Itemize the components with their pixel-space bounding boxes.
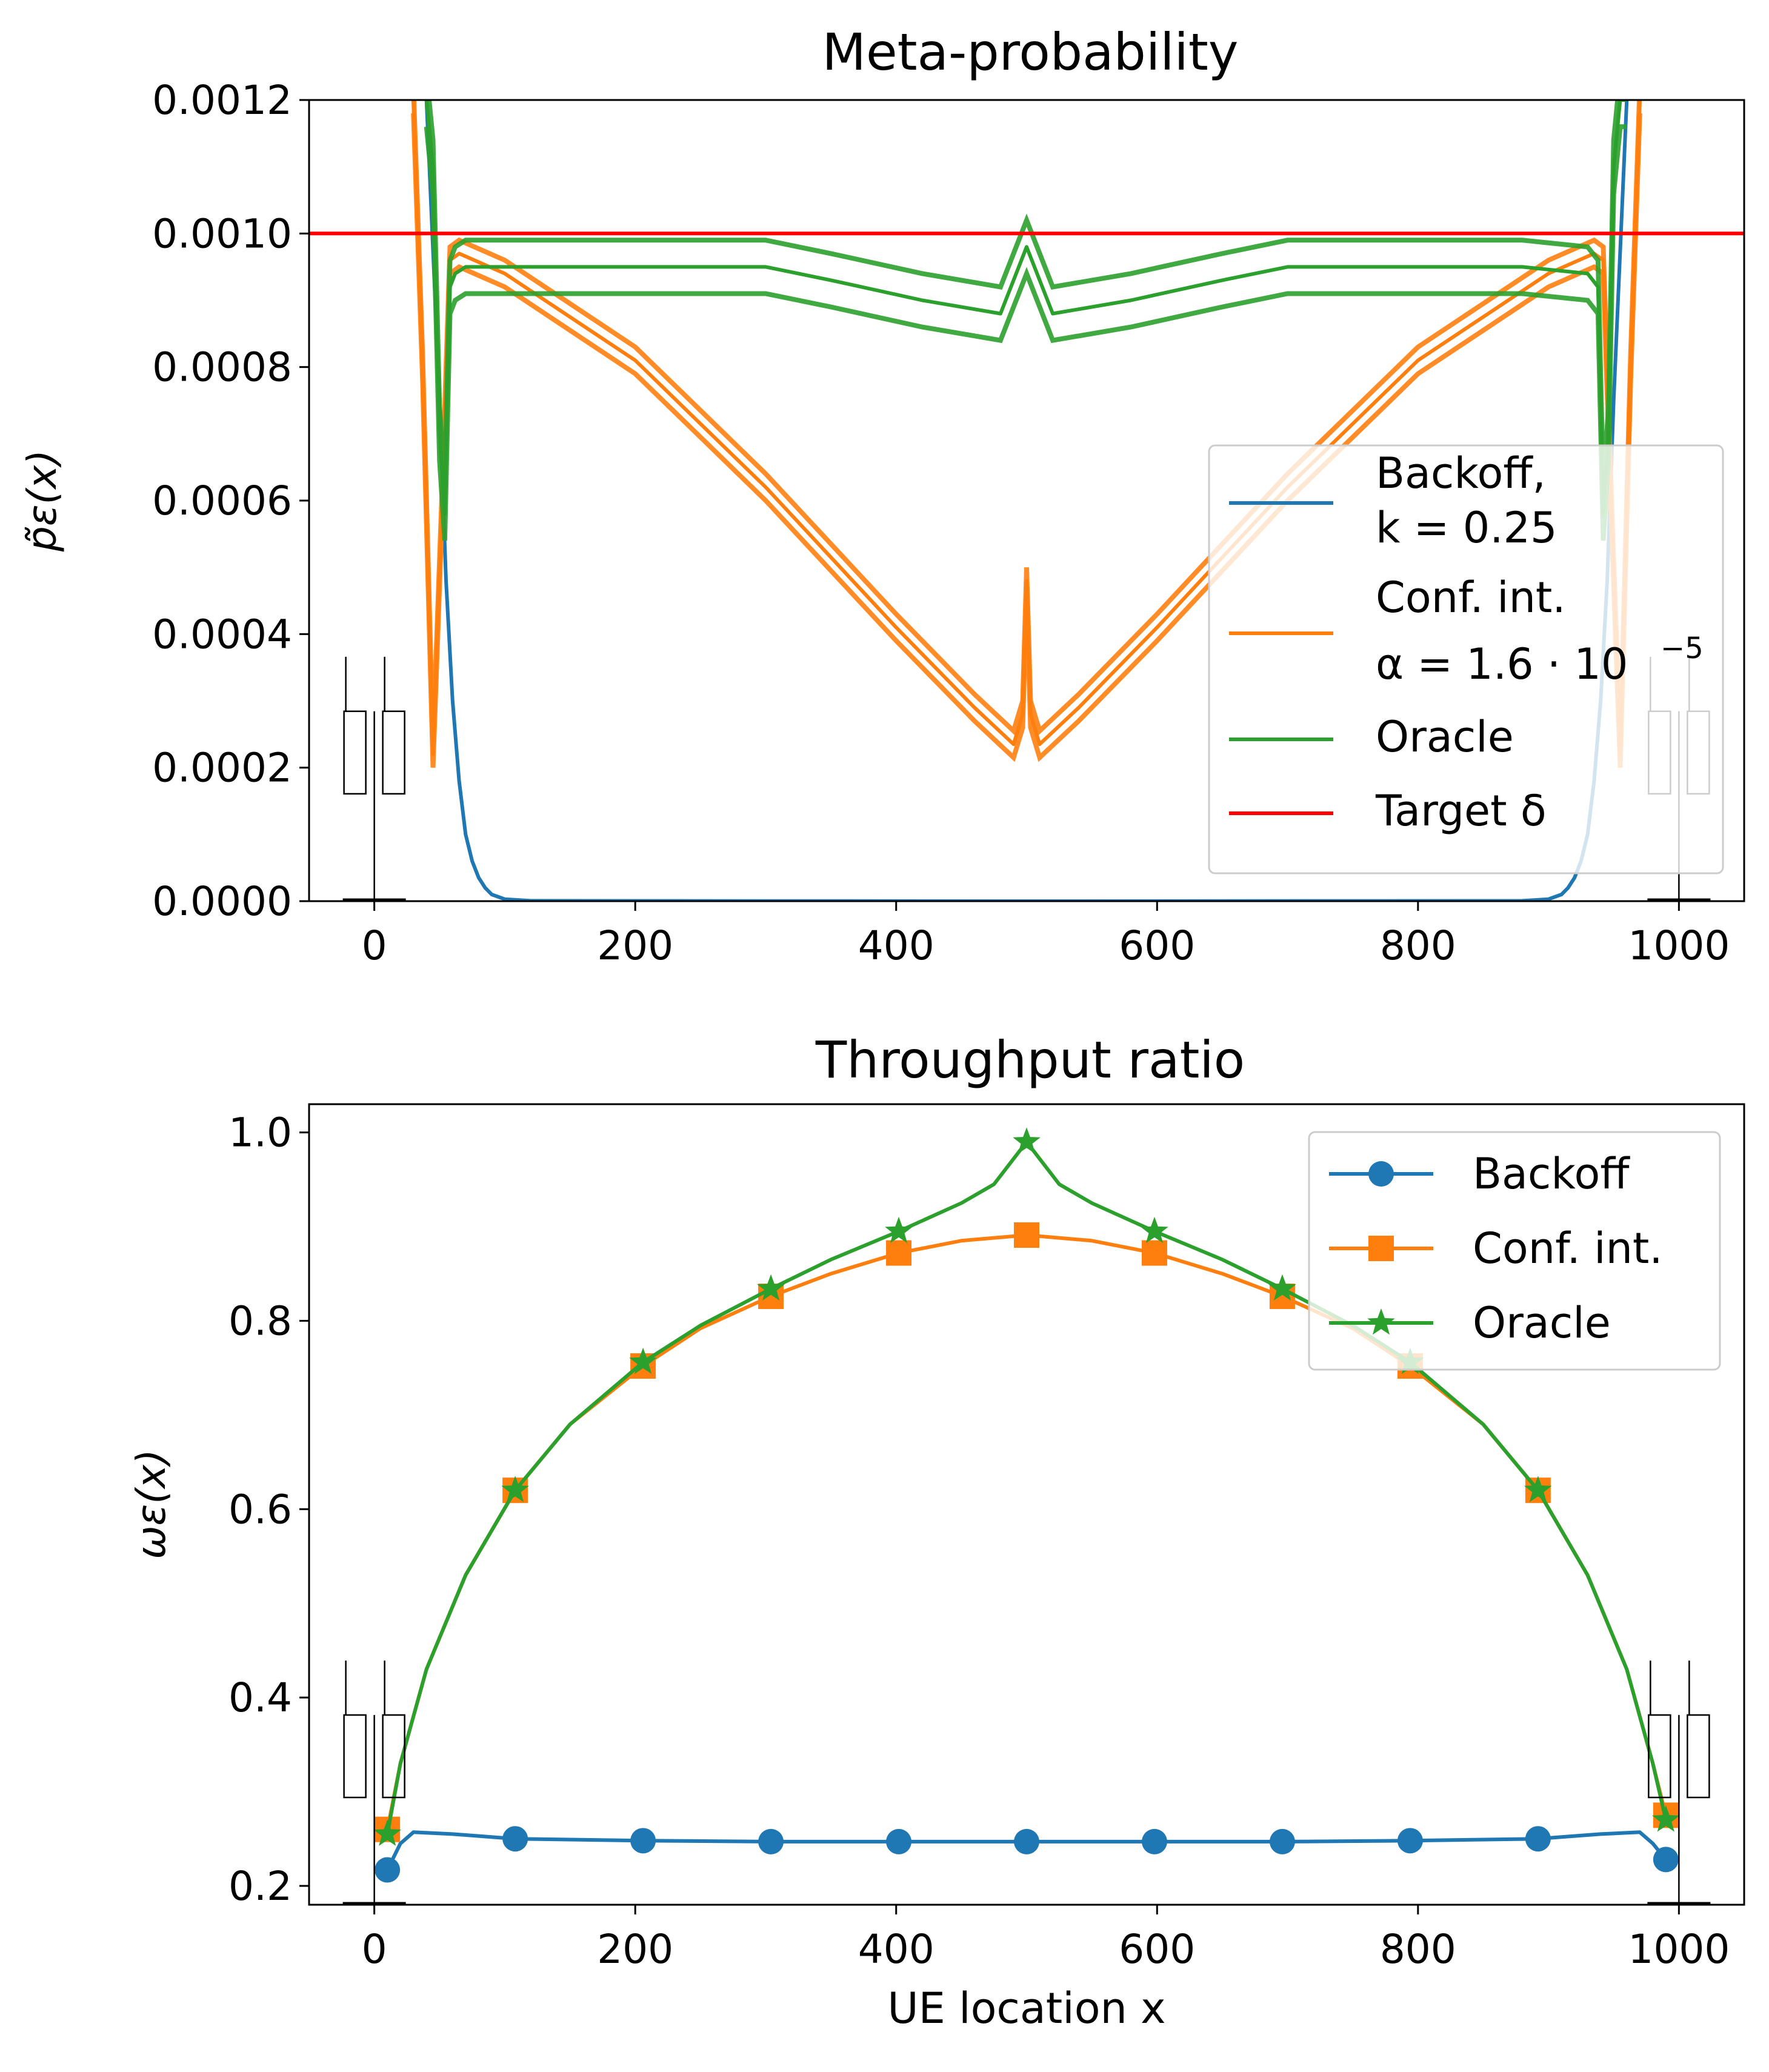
data-point <box>1653 1847 1679 1873</box>
legend-label: α = 1.6 · 10 <box>1376 639 1628 689</box>
legend-frame <box>1308 1131 1721 1371</box>
data-point <box>886 1240 912 1266</box>
y-tick-label: 0.6 <box>228 1486 292 1533</box>
y-tick-label: 0.0012 <box>152 77 292 124</box>
legend: Backoff Conf. int. Oracle <box>1308 1131 1721 1371</box>
y-axis-label: ωε(x) <box>128 1449 175 1559</box>
data-point <box>1014 1222 1039 1248</box>
data-point <box>758 1828 784 1854</box>
chart-title: Throughput ratio <box>815 1030 1245 1090</box>
legend-frame <box>1208 444 1724 874</box>
data-point <box>886 1828 912 1854</box>
x-tick-label: 600 <box>1119 922 1195 969</box>
legend-marker <box>1368 1236 1394 1261</box>
data-point <box>1652 1805 1680 1832</box>
legend-label: Conf. int. <box>1473 1224 1663 1273</box>
x-tick-label: 400 <box>858 1926 934 1973</box>
data-point <box>1268 1274 1296 1301</box>
x-tick-label: 800 <box>1380 1926 1456 1973</box>
x-tick-label: 400 <box>858 922 934 969</box>
data-point <box>501 1476 529 1502</box>
x-tick-label: 800 <box>1380 922 1456 969</box>
data-point <box>630 1828 656 1854</box>
boxplot-box <box>1648 1714 1671 1799</box>
boxplot-box <box>343 710 367 795</box>
x-tick-label: 200 <box>597 922 673 969</box>
data-point <box>1141 1240 1167 1266</box>
y-tick-label: 0.0000 <box>152 878 292 925</box>
data-point <box>885 1216 913 1244</box>
meta-probability-plot-area: 0 200 400 600 800 1000 0.0000 0.0002 0.0004 0.000… <box>19 77 1745 969</box>
data-point <box>1525 1826 1551 1852</box>
y-tick-label: 0.0010 <box>152 210 292 257</box>
x-tick-label: 600 <box>1119 1926 1195 1973</box>
series-band-upper <box>427 100 1621 488</box>
x-tick-label: 0 <box>362 1926 387 1973</box>
y-tick-label: 0.2 <box>228 1863 292 1910</box>
series-band-upper <box>411 100 1642 741</box>
throughput-ratio-panel: Throughput ratio 0 200 400 600 800 1000 0.2 0.4… <box>128 1030 1745 2033</box>
data-point <box>1013 1127 1041 1154</box>
legend-label: Oracle <box>1473 1298 1611 1348</box>
data-point <box>1269 1828 1295 1854</box>
series-line <box>424 100 1627 516</box>
legend-label: Target δ <box>1375 786 1547 836</box>
y-tick-label: 0.8 <box>228 1297 292 1344</box>
boxplot-box <box>382 710 405 795</box>
y-tick-label: 0.0006 <box>152 478 292 524</box>
boxplot-box <box>382 1714 405 1799</box>
data-point <box>1141 1828 1167 1854</box>
data-point <box>1397 1828 1423 1854</box>
x-tick-label: 1000 <box>1628 1926 1730 1973</box>
data-point <box>375 1857 401 1883</box>
legend-label: Conf. int. <box>1376 573 1566 622</box>
data-point <box>373 1819 401 1846</box>
x-tick-label: 0 <box>362 922 387 969</box>
x-tick-label: 1000 <box>1628 922 1730 969</box>
y-tick-label: 0.0002 <box>152 745 292 791</box>
plot-frame <box>308 1103 1745 1906</box>
data-point <box>1524 1476 1552 1502</box>
chart-title: Meta-probability <box>822 22 1238 82</box>
y-axis-label: p̃ε(x) <box>19 450 65 552</box>
boxplot-box <box>343 1714 367 1799</box>
meta-probability-panel: Meta-probability 0 200 400 600 800 1000 0.0000… <box>19 22 1745 969</box>
y-tick-label: 0.0004 <box>152 611 292 658</box>
boxplot-box <box>1687 1714 1710 1799</box>
legend-marker <box>1367 1308 1395 1335</box>
legend-marker <box>1368 1161 1394 1187</box>
legend-label: k = 0.25 <box>1376 503 1557 553</box>
legend-label: Oracle <box>1376 712 1514 762</box>
data-point <box>757 1274 785 1301</box>
legend: Backoff,k = 0.25 Conf. int. α = 1.6 · 10 −5… <box>1208 444 1724 874</box>
y-tick-label: 1.0 <box>228 1110 292 1156</box>
x-tick-label: 200 <box>597 1926 673 1973</box>
series-layer <box>373 1127 1680 1883</box>
data-point <box>1141 1216 1168 1244</box>
data-point <box>502 1826 528 1852</box>
legend-label: Backoff, <box>1376 448 1546 498</box>
plot-frame <box>308 99 1745 902</box>
legend-label: Backoff <box>1473 1149 1630 1199</box>
data-point <box>1014 1828 1039 1854</box>
y-tick-label: 0.4 <box>228 1674 292 1721</box>
legend-exponent: −5 <box>1661 631 1704 665</box>
data-point <box>629 1347 657 1374</box>
x-axis-label: UE location x <box>887 1984 1165 2033</box>
throughput-ratio-plot-area: 0 200 400 600 800 1000 0.2 0.4 0.6 0.8 1.0 ωε(x) UE … <box>128 1103 1745 2033</box>
y-tick-label: 0.0008 <box>152 344 292 391</box>
